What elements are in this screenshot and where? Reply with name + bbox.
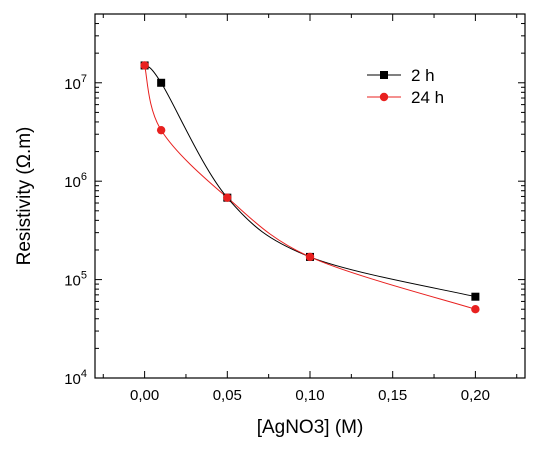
data-point-circle [471,305,480,314]
legend-label: 24 h [411,88,444,107]
x-tick-label: 0,00 [130,387,159,404]
x-tick-label: 0,10 [295,387,324,404]
x-tick-label: 0,20 [461,387,490,404]
y-tick-label: 105 [64,270,87,290]
x-tick-label: 0,15 [378,387,407,404]
y-tick-label: 106 [64,171,87,191]
series-line-1 [144,65,476,310]
legend-label: 2 h [411,66,435,85]
x-tick-label: 0,05 [213,387,242,404]
plot-frame [94,13,526,379]
legend-marker-circle [379,92,389,102]
legend-marker-square [380,71,388,79]
plot-area [140,61,480,314]
data-point-circle [140,61,149,70]
y-tick-label: 104 [64,368,87,388]
data-point-circle [305,252,315,262]
data-point-square [157,78,166,87]
axes: 0,00 0,05 0,10 0,15 0,20 104 105 106 107 [64,13,526,404]
legend: 2 h 24 h [367,66,444,107]
data-point-square [471,292,480,301]
data-point-circle [156,125,166,135]
y-tick-label: 107 [64,73,87,93]
x-axis-label: [AgNO3] (M) [257,417,364,438]
y-axis-label: Resistivity (Ω.m) [14,127,35,266]
data-point-circle [223,193,232,202]
